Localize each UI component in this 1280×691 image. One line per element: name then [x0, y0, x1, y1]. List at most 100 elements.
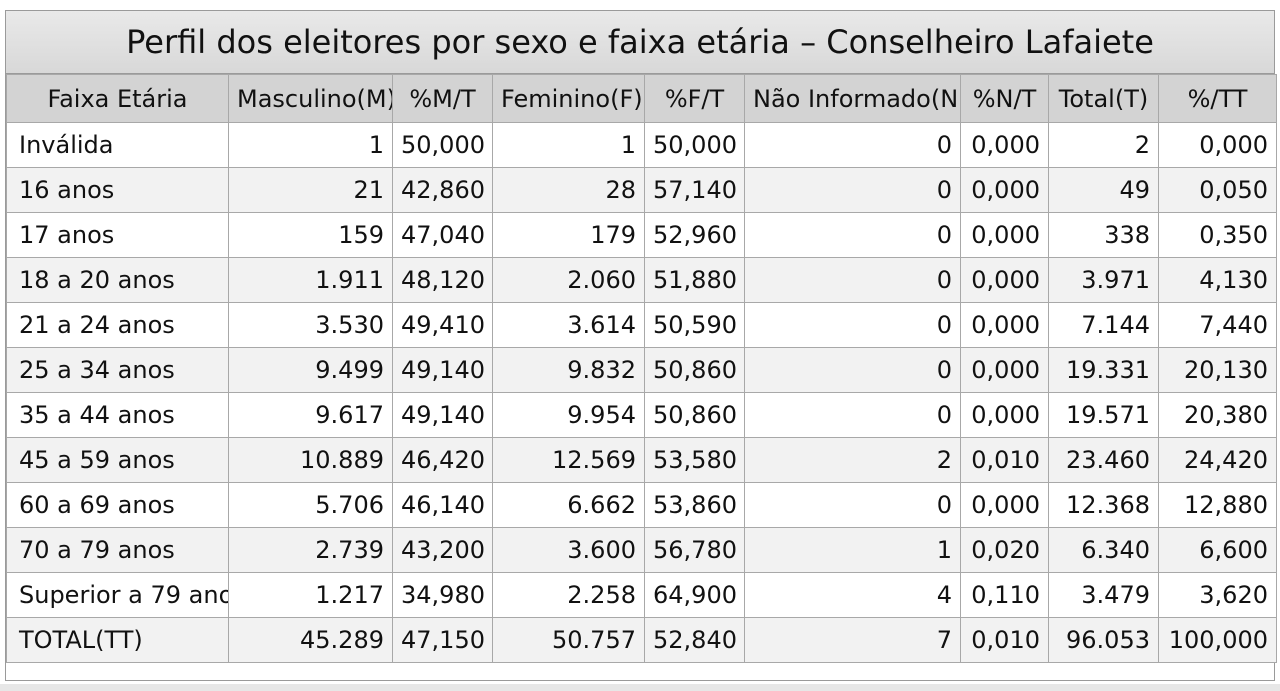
- cell-male: 159: [228, 212, 393, 258]
- cell-male: 2.739: [228, 527, 393, 573]
- cell-total: 12.368: [1048, 482, 1159, 528]
- column-header-total: Total(T): [1048, 74, 1159, 123]
- cell-total: 6.340: [1048, 527, 1159, 573]
- electorate-table: Faixa Etária Masculino(M) %M/T Feminino(…: [6, 74, 1277, 663]
- cell-male: 9.499: [228, 347, 393, 393]
- cell-not-informed: 1: [744, 527, 961, 573]
- cell-age-range: 16 anos: [6, 167, 229, 213]
- table-total-row: TOTAL(TT) 45.289 47,150 50.757 52,840 7 0,010 9…: [6, 617, 1277, 663]
- cell-not-informed-pct: 0,000: [960, 302, 1049, 348]
- cell-age-range: TOTAL(TT): [6, 617, 229, 663]
- cell-age-range: 70 a 79 anos: [6, 527, 229, 573]
- cell-male-pct: 48,120: [392, 257, 493, 303]
- cell-male-pct: 46,140: [392, 482, 493, 528]
- cell-total: 7.144: [1048, 302, 1159, 348]
- table-row: 25 a 34 anos 9.499 49,140 9.832 50,860 0 0,000…: [6, 347, 1277, 393]
- cell-total-pct: 7,440: [1158, 302, 1277, 348]
- column-header-male-pct: %M/T: [392, 74, 493, 123]
- cell-male: 9.617: [228, 392, 393, 438]
- cell-not-informed-pct: 0,110: [960, 572, 1049, 618]
- cell-male-pct: 49,140: [392, 347, 493, 393]
- table-row: 18 a 20 anos 1.911 48,120 2.060 51,880 0 0,000…: [6, 257, 1277, 303]
- cell-not-informed: 0: [744, 212, 961, 258]
- table-row: 45 a 59 anos 10.889 46,420 12.569 53,580 2 0,0…: [6, 437, 1277, 483]
- cell-male: 1.911: [228, 257, 393, 303]
- cell-not-informed-pct: 0,000: [960, 347, 1049, 393]
- cell-female-pct: 64,900: [644, 572, 745, 618]
- cell-female: 2.060: [492, 257, 645, 303]
- cell-male: 5.706: [228, 482, 393, 528]
- bottom-strip: [0, 684, 1280, 691]
- cell-female: 1: [492, 122, 645, 168]
- cell-male: 1.217: [228, 572, 393, 618]
- cell-not-informed: 0: [744, 302, 961, 348]
- cell-female-pct: 56,780: [644, 527, 745, 573]
- cell-not-informed: 0: [744, 347, 961, 393]
- table-row: 35 a 44 anos 9.617 49,140 9.954 50,860 0 0,000…: [6, 392, 1277, 438]
- cell-male-pct: 49,410: [392, 302, 493, 348]
- table-header-row: Faixa Etária Masculino(M) %M/T Feminino(…: [6, 74, 1277, 123]
- cell-male-pct: 46,420: [392, 437, 493, 483]
- cell-female: 9.954: [492, 392, 645, 438]
- cell-total-pct: 20,130: [1158, 347, 1277, 393]
- cell-total: 23.460: [1048, 437, 1159, 483]
- cell-female: 12.569: [492, 437, 645, 483]
- cell-female-pct: 50,860: [644, 392, 745, 438]
- cell-age-range: 25 a 34 anos: [6, 347, 229, 393]
- cell-age-range: Superior a 79 anos: [6, 572, 229, 618]
- cell-female-pct: 50,000: [644, 122, 745, 168]
- table-row: 21 a 24 anos 3.530 49,410 3.614 50,590 0 0,000…: [6, 302, 1277, 348]
- cell-total: 49: [1048, 167, 1159, 213]
- cell-female: 28: [492, 167, 645, 213]
- table-title: Perfil dos eleitores por sexo e faixa et…: [6, 11, 1274, 74]
- cell-female: 3.614: [492, 302, 645, 348]
- electorate-table-panel: Perfil dos eleitores por sexo e faixa et…: [5, 10, 1277, 681]
- column-header-male: Masculino(M): [228, 74, 393, 123]
- cell-female: 6.662: [492, 482, 645, 528]
- cell-male-pct: 47,040: [392, 212, 493, 258]
- cell-male-pct: 43,200: [392, 527, 493, 573]
- cell-female: 3.600: [492, 527, 645, 573]
- cell-age-range: 17 anos: [6, 212, 229, 258]
- cell-female-pct: 50,590: [644, 302, 745, 348]
- cell-total-pct: 6,600: [1158, 527, 1277, 573]
- cell-total-pct: 0,050: [1158, 167, 1277, 213]
- table-row: 60 a 69 anos 5.706 46,140 6.662 53,860 0 0,000…: [6, 482, 1277, 528]
- cell-not-informed: 7: [744, 617, 961, 663]
- cell-total: 19.571: [1048, 392, 1159, 438]
- cell-not-informed: 0: [744, 122, 961, 168]
- cell-not-informed: 0: [744, 482, 961, 528]
- cell-not-informed-pct: 0,000: [960, 212, 1049, 258]
- cell-total: 2: [1048, 122, 1159, 168]
- cell-not-informed-pct: 0,000: [960, 482, 1049, 528]
- cell-not-informed-pct: 0,000: [960, 257, 1049, 303]
- table-row: 16 anos 21 42,860 28 57,140 0 0,000 49 0,050: [6, 167, 1277, 213]
- cell-total: 338: [1048, 212, 1159, 258]
- cell-not-informed: 0: [744, 167, 961, 213]
- cell-male: 21: [228, 167, 393, 213]
- cell-not-informed-pct: 0,010: [960, 617, 1049, 663]
- cell-age-range: 18 a 20 anos: [6, 257, 229, 303]
- cell-female-pct: 51,880: [644, 257, 745, 303]
- cell-not-informed-pct: 0,000: [960, 122, 1049, 168]
- cell-male: 10.889: [228, 437, 393, 483]
- cell-female-pct: 57,140: [644, 167, 745, 213]
- table-row: 70 a 79 anos 2.739 43,200 3.600 56,780 1 0,020…: [6, 527, 1277, 573]
- cell-not-informed-pct: 0,010: [960, 437, 1049, 483]
- column-header-female-pct: %F/T: [644, 74, 745, 123]
- cell-not-informed: 0: [744, 392, 961, 438]
- cell-total-pct: 100,000: [1158, 617, 1277, 663]
- cell-female: 179: [492, 212, 645, 258]
- cell-not-informed: 2: [744, 437, 961, 483]
- cell-male: 3.530: [228, 302, 393, 348]
- cell-female-pct: 53,580: [644, 437, 745, 483]
- cell-total-pct: 0,000: [1158, 122, 1277, 168]
- cell-female-pct: 52,840: [644, 617, 745, 663]
- cell-age-range: 35 a 44 anos: [6, 392, 229, 438]
- table-row: Inválida 1 50,000 1 50,000 0 0,000 2 0,000: [6, 122, 1277, 168]
- cell-age-range: Inválida: [6, 122, 229, 168]
- cell-male-pct: 34,980: [392, 572, 493, 618]
- cell-total-pct: 4,130: [1158, 257, 1277, 303]
- cell-total: 96.053: [1048, 617, 1159, 663]
- cell-male-pct: 42,860: [392, 167, 493, 213]
